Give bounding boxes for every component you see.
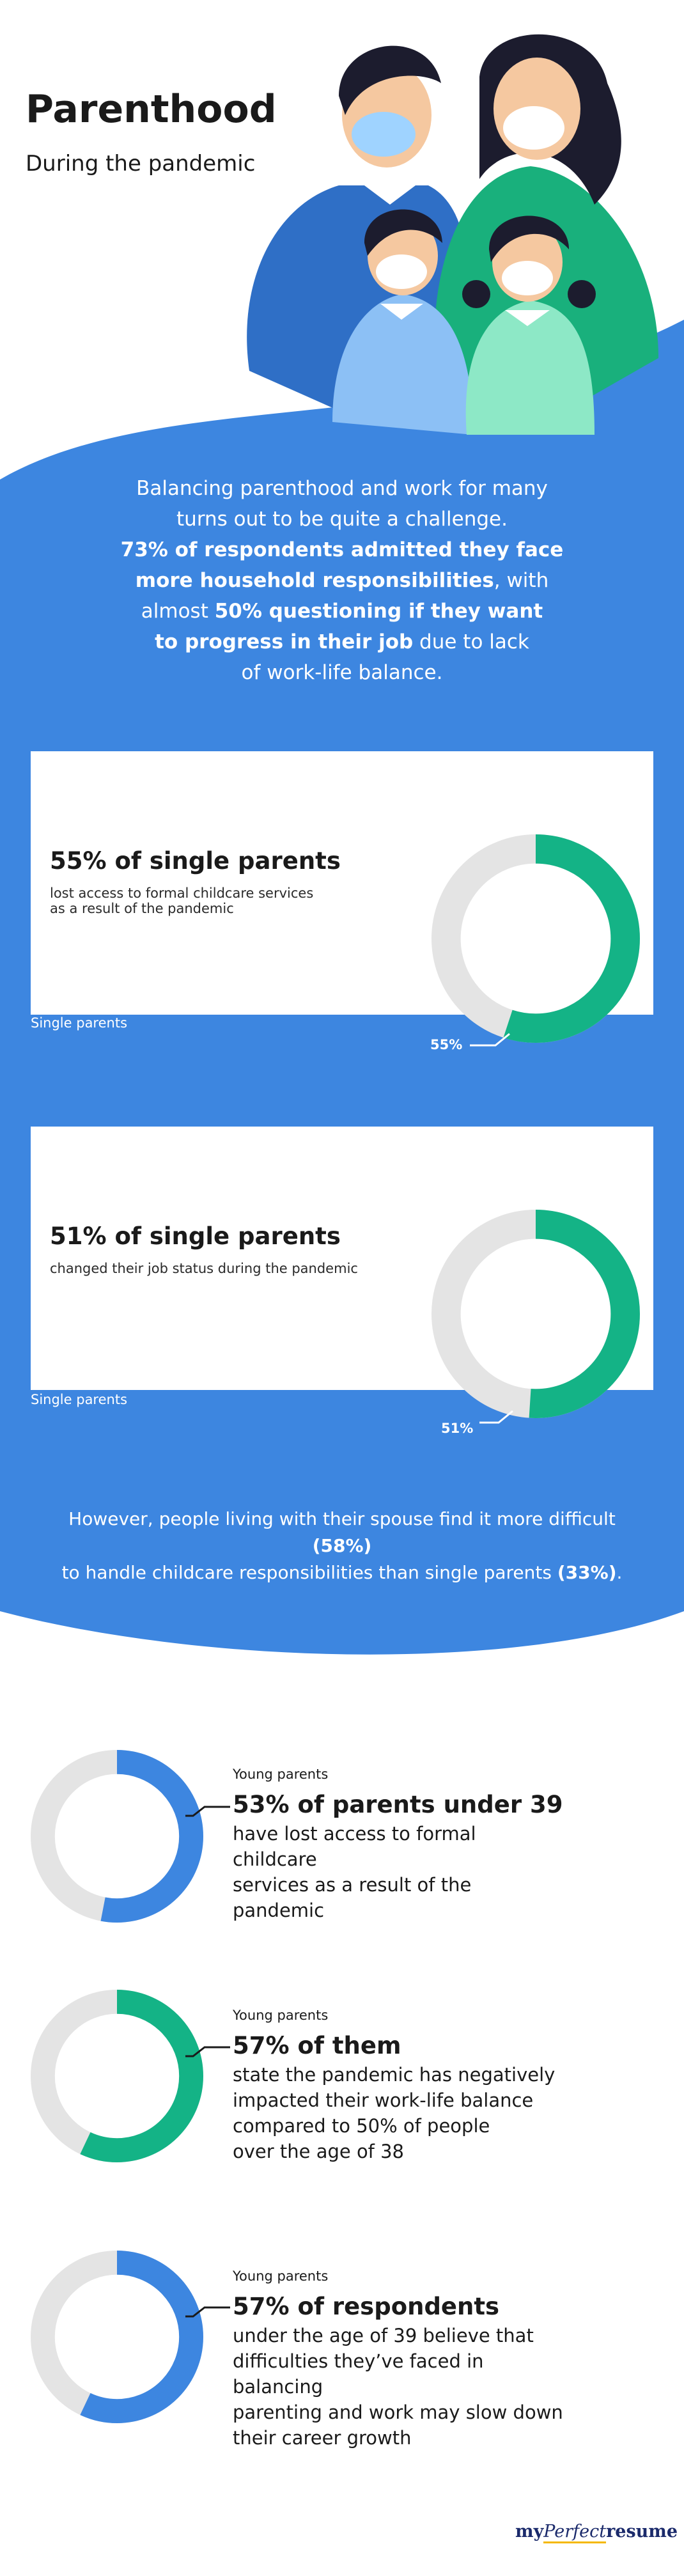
- young-parents-description: state the pandemic has negatively impact…: [233, 2062, 565, 2164]
- young-parents-title: 57% of them: [233, 2032, 401, 2059]
- donut-leader-line: [470, 1033, 510, 1047]
- intro-line: to progress in their job due to lack: [96, 627, 588, 657]
- young-parents-tag: Young parents: [233, 2008, 329, 2023]
- intro-line: more household responsibilities, with: [96, 565, 588, 596]
- description-line: difficulties they’ve faced in balancing: [233, 2350, 484, 2398]
- donut-value-label: 55%: [430, 1037, 463, 1052]
- donut-leader-line: [479, 1410, 513, 1424]
- young-parents-title: 53% of parents under 39: [233, 1791, 563, 1818]
- card-description-line: changed their job status during the pand…: [50, 1261, 358, 1276]
- donut-value-arc: [431, 1210, 640, 1418]
- young-parents-stat: Young parents 53% of parents under 39 ha…: [233, 1767, 565, 1923]
- card-description-line: lost access to formal childcare services: [50, 886, 314, 901]
- note-line: However, people living with their spouse…: [38, 1506, 646, 1559]
- intro-line: turns out to be quite a challenge.: [176, 508, 508, 531]
- intro-line: of work-life balance.: [241, 661, 443, 684]
- logo-perfect: Perfect: [543, 2522, 607, 2543]
- description-line: impacted their work-life balance: [233, 2089, 534, 2111]
- note-line: to handle childcare responsibilities tha…: [38, 1559, 646, 1586]
- intro-line: Balancing parenthood and work for many: [136, 477, 548, 500]
- intro-bold: 73% of respondents admitted they face: [120, 538, 564, 561]
- intro-paragraph: Balancing parenthood and work for many t…: [96, 473, 588, 688]
- donut-leader-line: [185, 2306, 230, 2318]
- single-parents-job-status-donut: [431, 1210, 640, 1418]
- description-line: compared to 50% of people: [233, 2115, 490, 2137]
- donut-value-arc: [31, 2251, 203, 2423]
- description-line: have lost access to formal childcare: [233, 1823, 476, 1870]
- intro-text: almost: [141, 600, 215, 623]
- intro-line: 73% of respondents admitted they face: [96, 535, 588, 565]
- intro-text: , with: [494, 569, 549, 592]
- donut-value-arc: [31, 1990, 203, 2162]
- young-parents-title: 57% of respondents: [233, 2293, 500, 2320]
- donut-leader-line: [185, 1806, 230, 1817]
- intro-bold: more household responsibilities: [135, 569, 494, 592]
- intro-bold: 50% questioning if they want: [214, 600, 543, 623]
- young-parents-description: under the age of 39 believe that difficu…: [233, 2323, 565, 2451]
- young-parents-description: have lost access to formal childcare ser…: [233, 1821, 565, 1923]
- card-caption: Single parents: [31, 1015, 128, 1031]
- card-title: 51% of single parents: [50, 1222, 341, 1250]
- note-bold: (33%): [557, 1562, 617, 1583]
- intro-text: due to lack: [413, 630, 529, 653]
- note-bold: (58%): [312, 1535, 372, 1556]
- intro-line: almost 50% questioning if they want: [96, 596, 588, 627]
- family-illustration: [247, 34, 658, 435]
- young-parents-stat: Young parents 57% of them state the pand…: [233, 2008, 565, 2164]
- description-line: state the pandemic has negatively: [233, 2064, 556, 2086]
- description-line: their career growth: [233, 2427, 412, 2449]
- single-parents-childcare-donut: [431, 834, 640, 1043]
- description-line: over the age of 38: [233, 2141, 405, 2162]
- note-text: However, people living with their spouse…: [68, 1508, 616, 1529]
- intro-bold: to progress in their job: [155, 630, 414, 653]
- young-parents-career-donut: [31, 2251, 203, 2423]
- young-parents-tag: Young parents: [233, 1767, 329, 1782]
- young-parents-stat: Young parents 57% of respondents under t…: [233, 2268, 565, 2451]
- note-text: to handle childcare responsibilities tha…: [61, 1562, 557, 1583]
- page-subtitle: During the pandemic: [26, 151, 256, 176]
- donut-value-arc: [31, 1750, 203, 1923]
- donut-value-label: 51%: [441, 1421, 474, 1436]
- young-parents-work-life-donut: [31, 1990, 203, 2162]
- donut-leader-line: [185, 2046, 230, 2057]
- logo-my: my: [515, 2522, 544, 2541]
- young-parents-childcare-donut: [31, 1750, 203, 1923]
- myperfectresume-logo[interactable]: myPerfectresume: [515, 2522, 678, 2543]
- spouse-comparison-note: However, people living with their spouse…: [38, 1506, 646, 1586]
- description-line: parenting and work may slow down: [233, 2401, 563, 2423]
- young-parents-tag: Young parents: [233, 2268, 329, 2284]
- card-description: lost access to formal childcare services…: [50, 886, 369, 916]
- donut-value-arc: [431, 834, 640, 1043]
- single-parents-childcare-card: 55% of single parents lost access to for…: [31, 751, 653, 1015]
- page-title: Parenthood: [26, 87, 277, 132]
- note-text: .: [616, 1562, 623, 1583]
- card-caption: Single parents: [31, 1392, 128, 1407]
- description-line: services as a result of the pandemic: [233, 1874, 472, 1921]
- card-description: changed their job status during the pand…: [50, 1261, 408, 1276]
- card-title: 55% of single parents: [50, 847, 341, 875]
- description-line: under the age of 39 believe that: [233, 2325, 534, 2346]
- logo-resume: resume: [606, 2522, 678, 2541]
- single-parents-job-status-card: 51% of single parents changed their job …: [31, 1127, 653, 1390]
- card-description-line: as a result of the pandemic: [50, 901, 234, 916]
